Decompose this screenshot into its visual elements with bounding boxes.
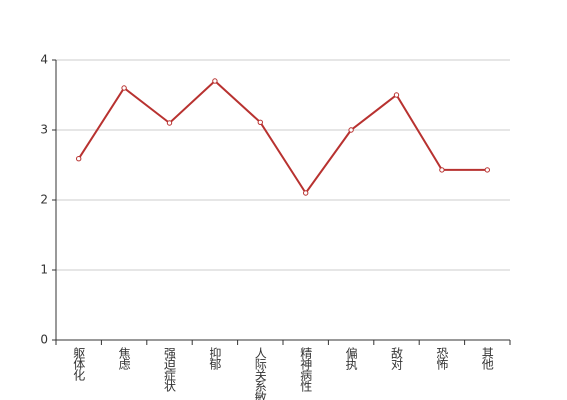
y-tick-label: 4	[40, 53, 48, 67]
point	[439, 167, 445, 173]
x-tick-label: 强迫症状	[163, 347, 177, 392]
point	[484, 167, 490, 173]
x-tick-label: 人际关系敏感	[253, 347, 267, 400]
y-tick-label: 3	[40, 123, 48, 137]
x-tick-label: 精神病性	[299, 347, 313, 393]
x-tick-label: 敌对	[390, 346, 404, 370]
y-tick-label: 0	[40, 333, 48, 347]
point	[166, 120, 173, 126]
x-tick-label: 恐怖	[435, 347, 449, 370]
point	[303, 190, 309, 196]
point	[257, 119, 263, 126]
x-tick-label: 焦虑	[117, 347, 131, 370]
y-tick-label: 1	[40, 263, 48, 277]
line	[77, 79, 488, 195]
x-tick-label: 躯体化	[72, 346, 86, 382]
point	[393, 92, 400, 98]
x-tick-label: 偏执	[344, 346, 358, 371]
point	[212, 78, 218, 84]
x-tick-label: 抑郁	[208, 346, 222, 371]
point	[348, 127, 354, 133]
point	[76, 156, 82, 162]
point	[121, 85, 127, 91]
y-tick-label: 2	[40, 193, 48, 207]
x-tick-label: 其他	[480, 347, 494, 370]
